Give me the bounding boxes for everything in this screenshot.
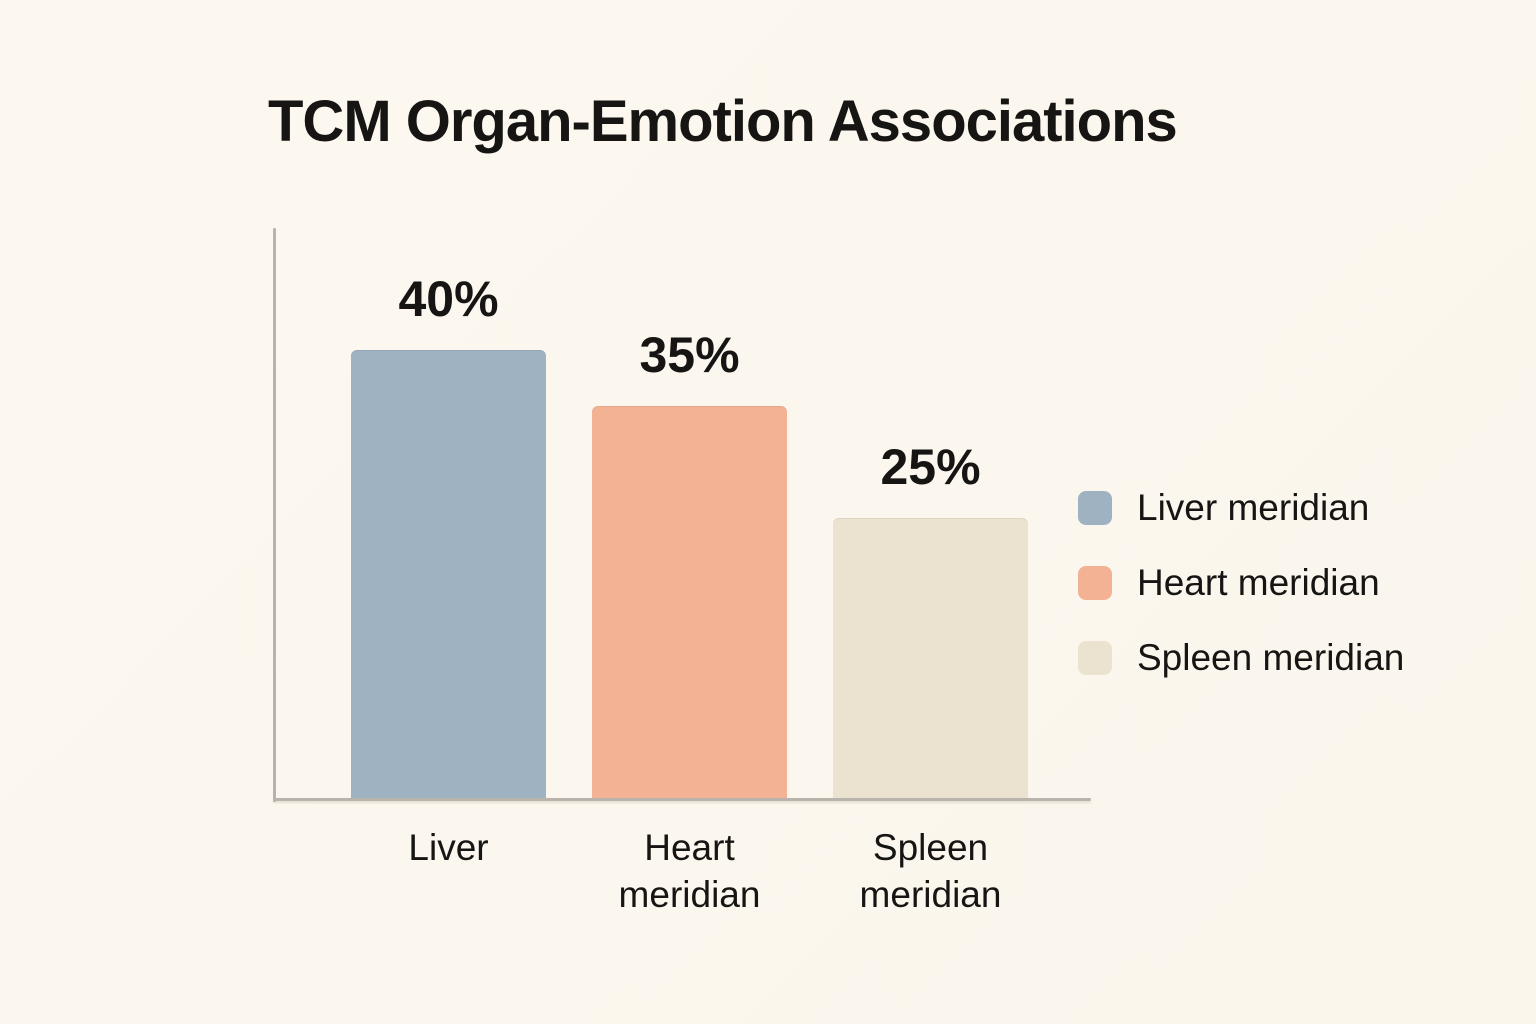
legend: Liver meridian Heart meridian Spleen merid… [1078, 487, 1404, 679]
legend-row-liver-meridian: Liver meridian [1078, 487, 1404, 529]
x-tick-label-heart-meridian: Heart meridian [618, 827, 761, 915]
chart-title: TCM Organ-Emotion Associations [268, 89, 1178, 154]
bar-liver [351, 350, 546, 798]
legend-label: Spleen meridian [1137, 637, 1405, 678]
legend-label: Liver meridian [1137, 487, 1370, 528]
bar-value-label: 40% [398, 271, 499, 327]
legend-label: Heart meridian [1137, 562, 1380, 603]
legend-swatch-heart-meridian [1078, 566, 1112, 600]
y-axis-line [273, 228, 276, 802]
x-axis-line [273, 798, 1091, 801]
bar-heart-meridian [592, 406, 787, 798]
bar-value-label: 35% [639, 327, 740, 383]
bar-group-spleen-meridian: 25% Spleen meridian [833, 438, 1028, 915]
bar-value-label: 25% [880, 439, 981, 495]
bar-spleen-meridian [833, 518, 1028, 798]
bars-container: 40% Liver 35% Heart meridian 25% Spleen merid… [351, 270, 1028, 915]
legend-swatch-liver-meridian [1078, 491, 1112, 525]
x-tick-label-spleen-meridian: Spleen meridian [859, 827, 1002, 915]
bar-group-liver: 40% Liver [351, 270, 546, 868]
bar-group-heart-meridian: 35% Heart meridian [592, 326, 787, 915]
legend-row-heart-meridian: Heart meridian [1078, 562, 1404, 604]
legend-swatch-spleen-meridian [1078, 641, 1112, 675]
legend-row-spleen-meridian: Spleen meridian [1078, 637, 1404, 679]
x-tick-label-liver: Liver [408, 827, 489, 868]
